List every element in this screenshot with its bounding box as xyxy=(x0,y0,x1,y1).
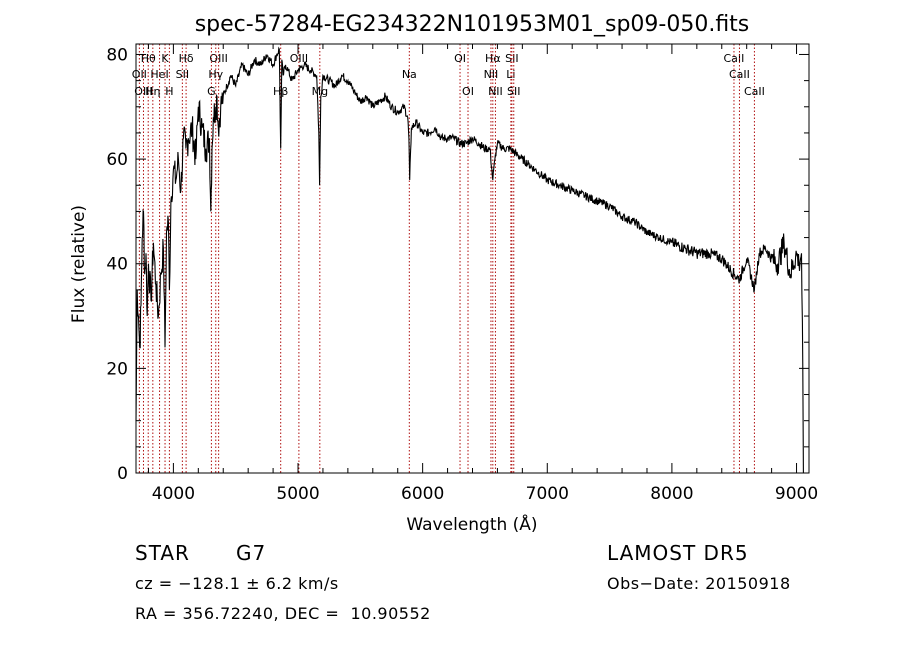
spectral-line-label: SII xyxy=(176,68,189,81)
spectrum-line xyxy=(135,46,804,474)
spectral-line-label: K xyxy=(161,52,169,65)
spectral-line-label: G xyxy=(207,85,216,98)
chart-title: spec-57284-EG234322N101953M01_sp09-050.f… xyxy=(195,12,750,37)
obs-date: Obs−Date: 20150918 xyxy=(607,574,791,593)
spectrum-series xyxy=(135,46,804,474)
spectral-line-label: OI xyxy=(454,52,466,65)
spectral-line-label: CaII xyxy=(744,85,765,98)
spectral-line-label: HeI xyxy=(150,68,168,81)
spectral-line-label: Na xyxy=(402,68,417,81)
spectral-line-markers: Hθ K Hδ OIII OIII OI Hα SII CaII OII HeI SII Hγ Na NII… xyxy=(132,44,765,473)
y-tick-label: 20 xyxy=(106,359,128,379)
redshift-readout: cz = −128.1 ± 6.2 km/s xyxy=(135,574,339,593)
x-tick-label: 4000 xyxy=(152,484,195,504)
spectral-line-label: Hδ xyxy=(179,52,194,65)
spectral-line-label: Mg xyxy=(312,85,328,98)
spectral-line-label: OII xyxy=(132,68,147,81)
spectral-line-label: OIII xyxy=(209,52,227,65)
spectral-line-label: Li xyxy=(506,68,515,81)
spectral-line-label: OI xyxy=(462,85,474,98)
object-class: STAR xyxy=(135,541,190,565)
x-tick-label: 6000 xyxy=(401,484,444,504)
spectral-line-label: OIII xyxy=(134,85,152,98)
y-tick-label: 80 xyxy=(106,45,128,65)
x-axis-label: Wavelength (Å) xyxy=(406,513,537,535)
spectral-line-label: OIII xyxy=(290,52,308,65)
spectral-line-label: NII xyxy=(484,68,499,81)
x-tick-label: 8000 xyxy=(650,484,693,504)
spectral-line-label: Hβ xyxy=(273,85,288,98)
spectral-line-label: H xyxy=(165,85,173,98)
spectral-line-label: CaII xyxy=(729,68,750,81)
x-tick-label: 5000 xyxy=(276,484,319,504)
x-tick-label: 9000 xyxy=(775,484,818,504)
y-tick-label: 40 xyxy=(106,255,128,275)
spectral-line-label: SII xyxy=(505,52,518,65)
y-tick-label: 60 xyxy=(106,150,128,170)
spectral-line-label: Hθ xyxy=(141,52,156,65)
spectral-line-label: SII xyxy=(507,85,520,98)
x-tick-label: 7000 xyxy=(526,484,569,504)
survey-name: LAMOST DR5 xyxy=(607,541,749,565)
spectral-line-label: Hα xyxy=(485,52,501,65)
y-axis-label: Flux (relative) xyxy=(69,205,89,323)
subclass: G7 xyxy=(236,541,267,565)
spectral-line-label: Hη xyxy=(145,85,160,98)
spectral-line-label: NII xyxy=(488,85,503,98)
axis-ticks: 4000 5000 6000 7000 8000 9000 0 20 40 60 80 xyxy=(106,44,818,504)
spectral-line-label: CaII xyxy=(724,52,745,65)
spectral-line-label: Hγ xyxy=(208,68,223,81)
y-tick-label: 0 xyxy=(117,464,128,484)
coordinates: RA = 356.72240, DEC = 10.90552 xyxy=(135,604,431,623)
